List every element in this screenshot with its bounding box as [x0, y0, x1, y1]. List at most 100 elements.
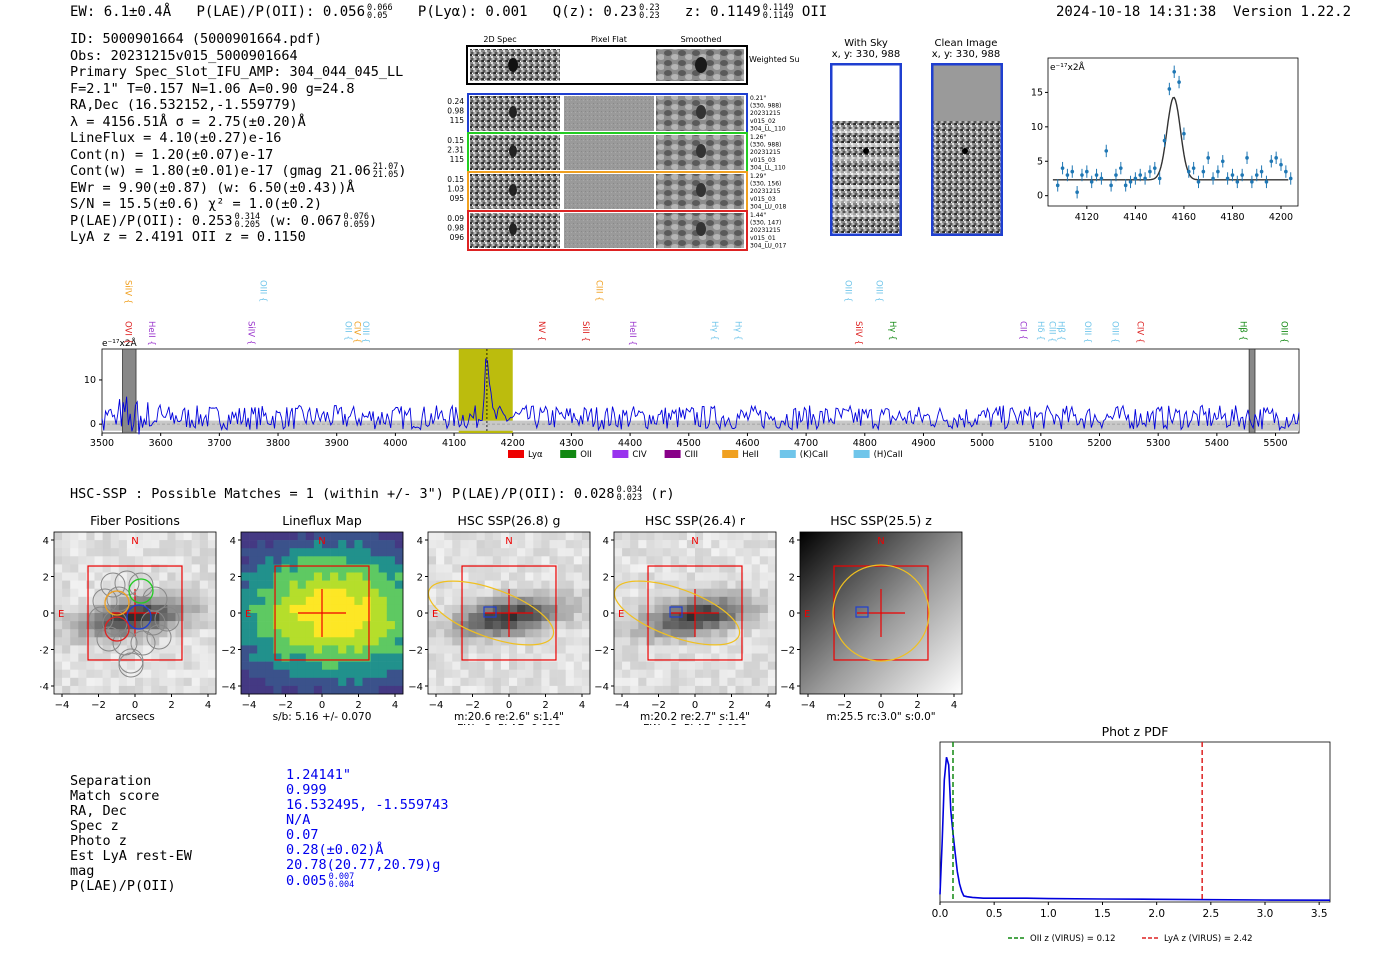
panel-pixel	[452, 596, 461, 606]
panel-pixel	[265, 661, 274, 670]
panel-pixel	[549, 604, 558, 614]
panel-pixel	[281, 669, 290, 679]
info-primary: Primary Spec_Slot_IFU_AMP: 304_044_045_L…	[70, 64, 404, 80]
panel-pixel	[630, 548, 639, 557]
panel-pixel	[533, 572, 542, 581]
panel-ytick-label: 0	[230, 609, 236, 620]
panel-pixel	[646, 556, 655, 565]
zoom-data-point	[1070, 169, 1075, 174]
panel-pixel	[86, 637, 95, 646]
panel-pixel	[557, 540, 566, 549]
panel-pixel	[135, 621, 144, 630]
panel-pixel	[330, 637, 339, 646]
panel-pixel	[492, 613, 502, 622]
zoom-data-point	[1085, 169, 1089, 174]
panel-pixel	[241, 556, 250, 565]
panel-pixel	[175, 596, 184, 606]
zoom-data-point	[1080, 173, 1084, 177]
zoom-data-point	[1274, 156, 1278, 160]
panel-pixel	[159, 661, 168, 670]
panel-pixel	[78, 669, 87, 679]
panel-pixel	[500, 621, 510, 630]
panel-pixel	[460, 604, 469, 614]
panel-pixel	[525, 685, 534, 695]
panel-pixel	[191, 572, 201, 581]
panel-pixel	[452, 653, 461, 662]
panel-pixel	[678, 556, 688, 565]
spec2d-row-meta: v015_03	[750, 157, 776, 164]
panel-pixel	[549, 685, 558, 695]
panel-xtick-label: 4	[205, 700, 211, 711]
panel-pixel	[484, 661, 494, 670]
panel-pixel	[378, 596, 388, 606]
panel-pixel	[565, 645, 575, 654]
panel-pixel	[719, 596, 728, 606]
panel-pixel	[541, 540, 550, 549]
zoom-data-point	[1225, 176, 1230, 181]
panel-pixel	[281, 685, 290, 695]
panel-pixel	[241, 677, 250, 687]
panel-pixel	[54, 613, 63, 622]
panel-pixel	[151, 677, 160, 687]
full-xtick-label: 5200	[1087, 438, 1111, 449]
panel-pixel	[354, 572, 363, 581]
panel-pixel	[767, 653, 777, 662]
panel-pixel	[444, 669, 453, 679]
panel-pixel	[265, 685, 274, 695]
panel-pixel	[711, 604, 720, 614]
panel-pixel	[678, 572, 688, 581]
panel-pixel	[102, 613, 111, 622]
panel-pixel	[662, 637, 671, 646]
panel-pixel	[751, 556, 761, 565]
panel-pixel	[452, 564, 461, 573]
panel-xtick-label: 0	[878, 700, 884, 711]
panel-pixel	[135, 645, 144, 654]
panel-pixel	[159, 580, 168, 589]
full-spectrum-line	[101, 358, 1300, 435]
panel-pixel	[151, 580, 160, 589]
panel-pixel	[313, 685, 323, 695]
panel-pixel	[289, 629, 298, 638]
panel-pixel	[573, 661, 583, 670]
panel-pixel	[622, 596, 631, 606]
panel-pixel	[670, 661, 680, 670]
panel-pixel	[581, 556, 591, 565]
panel-xtick-label: 4	[392, 700, 398, 711]
panel-pixel	[305, 685, 315, 695]
panel-pixel	[394, 540, 404, 549]
panel-pixel	[354, 588, 363, 598]
panel-pixel	[191, 596, 201, 606]
panel-pixel	[638, 604, 647, 614]
panel-pixel	[573, 540, 583, 549]
panel-pixel	[346, 637, 355, 646]
panel-pixel	[54, 645, 63, 654]
header-ew: EW: 6.1±0.4Å	[70, 4, 172, 20]
panel-pixel	[175, 661, 184, 670]
panel-pixel	[630, 596, 639, 606]
panel-pixel	[468, 685, 477, 695]
panel-pixel	[638, 548, 647, 557]
panel-pixel	[249, 580, 258, 589]
panel-pixel	[541, 621, 550, 630]
panel-pixel	[151, 548, 160, 557]
panel-pixel	[257, 669, 266, 679]
panel-pixel	[646, 629, 655, 638]
panel-circle	[832, 564, 930, 662]
panel-pixel	[565, 677, 575, 687]
panel-pixel	[330, 572, 339, 581]
panel-pixel	[767, 596, 777, 606]
zoom-data-point	[1284, 169, 1288, 174]
panel-pixel	[118, 621, 128, 630]
panel-pixel	[183, 556, 192, 565]
panel-pixel	[394, 669, 404, 679]
spec2d-row-source-smoothed	[696, 183, 706, 197]
panel-pixel	[394, 613, 404, 622]
panel-pixel	[541, 564, 550, 573]
panel-pixel	[159, 572, 168, 581]
panel-pixel	[62, 572, 71, 581]
panel-pixel	[460, 629, 469, 638]
spec2d-row-meta: 0.21"	[750, 95, 766, 102]
full-emission-label: Hγ {	[887, 321, 897, 341]
zoom-data-point	[1109, 183, 1113, 188]
panel-pixel	[573, 596, 583, 606]
